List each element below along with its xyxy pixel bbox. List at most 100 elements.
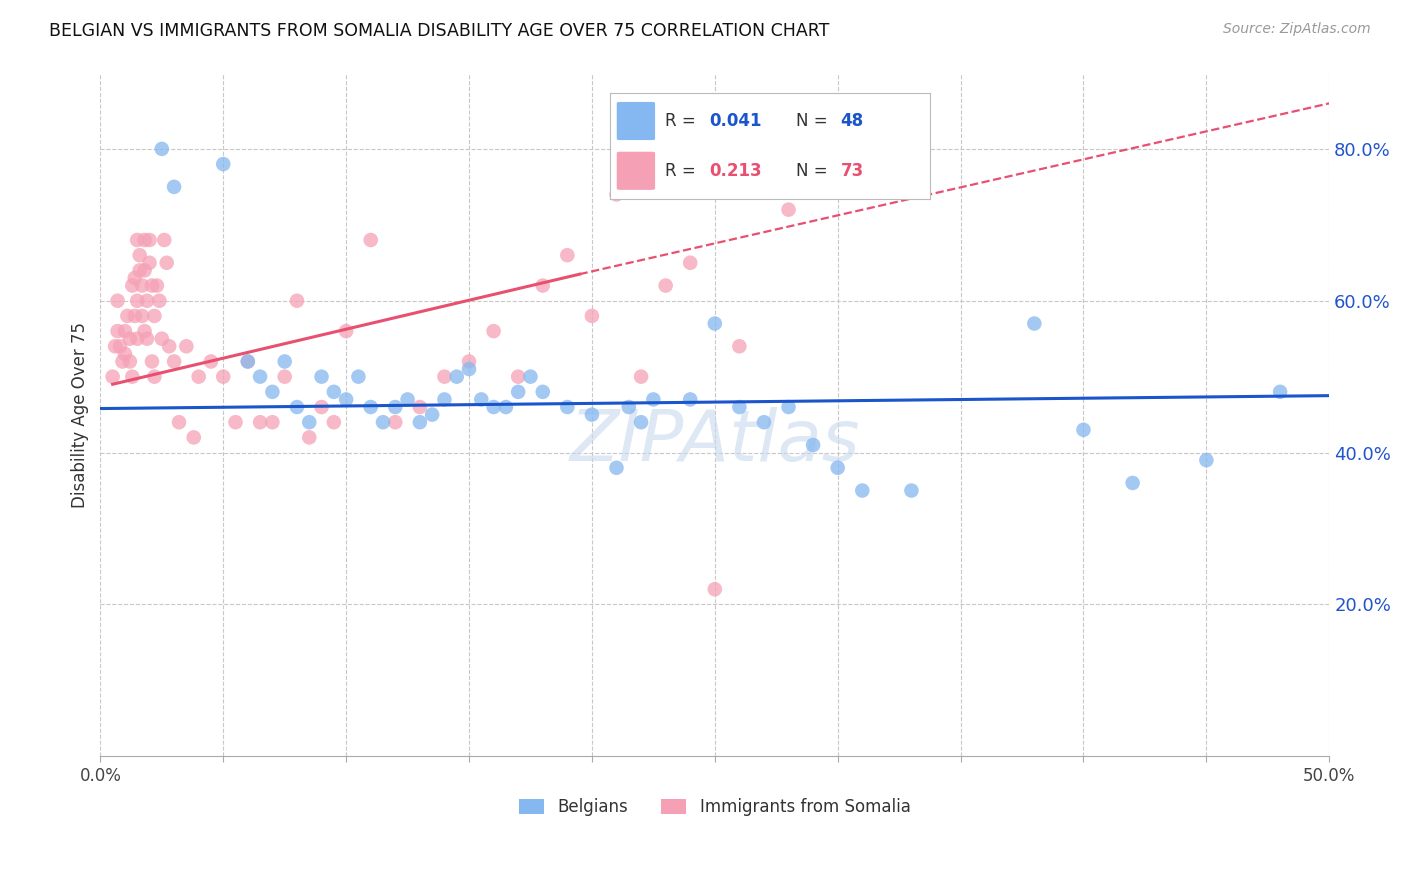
Point: [311, 369, 333, 384]
Point: [322, 415, 344, 429]
Point: [121, 278, 143, 293]
Point: [262, 384, 284, 399]
Point: [131, 309, 153, 323]
Point: [409, 415, 432, 429]
Point: [141, 278, 163, 293]
Point: [778, 400, 800, 414]
Point: [654, 278, 676, 293]
Point: [703, 582, 725, 597]
Point: [643, 392, 665, 407]
Point: [519, 369, 541, 384]
Point: [156, 256, 179, 270]
Point: [236, 354, 259, 368]
Text: BELGIAN VS IMMIGRANTS FROM SOMALIA DISABILITY AGE OVER 75 CORRELATION CHART: BELGIAN VS IMMIGRANTS FROM SOMALIA DISAB…: [49, 22, 830, 40]
Point: [679, 392, 702, 407]
Point: [827, 460, 849, 475]
Point: [508, 384, 530, 399]
Point: [183, 430, 205, 444]
Point: [143, 309, 166, 323]
Point: [495, 400, 517, 414]
Point: [630, 415, 652, 429]
Point: [146, 278, 169, 293]
Point: [108, 339, 131, 353]
Point: [273, 369, 295, 384]
Point: [778, 202, 800, 217]
Point: [107, 324, 129, 338]
Point: [1122, 475, 1144, 490]
Point: [900, 483, 922, 498]
Point: [225, 415, 247, 429]
Point: [262, 415, 284, 429]
Point: [127, 233, 149, 247]
Point: [433, 392, 456, 407]
Point: [150, 332, 173, 346]
Point: [157, 339, 180, 353]
Point: [617, 400, 640, 414]
Point: [128, 248, 150, 262]
Point: [482, 400, 505, 414]
Y-axis label: Disability Age Over 75: Disability Age Over 75: [72, 322, 89, 508]
Point: [1268, 384, 1291, 399]
Point: [1073, 423, 1095, 437]
Point: [446, 369, 468, 384]
Point: [433, 369, 456, 384]
Point: [311, 400, 333, 414]
Point: [360, 400, 382, 414]
Point: [347, 369, 370, 384]
Point: [384, 400, 406, 414]
Point: [134, 263, 156, 277]
Point: [335, 392, 357, 407]
Point: [118, 354, 141, 368]
Point: [148, 293, 170, 308]
Point: [508, 369, 530, 384]
Point: [851, 483, 873, 498]
Point: [605, 460, 627, 475]
Point: [581, 408, 603, 422]
Point: [121, 369, 143, 384]
Point: [679, 256, 702, 270]
Point: [124, 271, 146, 285]
Point: [1195, 453, 1218, 467]
Point: [285, 293, 308, 308]
Point: [128, 263, 150, 277]
Point: [557, 400, 579, 414]
Point: [176, 339, 198, 353]
Text: Source: ZipAtlas.com: Source: ZipAtlas.com: [1223, 22, 1371, 37]
Point: [153, 233, 176, 247]
Point: [371, 415, 394, 429]
Point: [212, 369, 235, 384]
Point: [117, 309, 139, 323]
Point: [728, 400, 751, 414]
Point: [212, 157, 235, 171]
Text: ZIPAtlas: ZIPAtlas: [569, 408, 860, 476]
Point: [134, 324, 156, 338]
Point: [285, 400, 308, 414]
Point: [131, 278, 153, 293]
Point: [114, 324, 136, 338]
Point: [801, 438, 824, 452]
Point: [298, 415, 321, 429]
Point: [187, 369, 209, 384]
Point: [111, 354, 134, 368]
Point: [322, 384, 344, 399]
Point: [163, 354, 186, 368]
Point: [150, 142, 173, 156]
Point: [581, 309, 603, 323]
Point: [273, 354, 295, 368]
Point: [127, 332, 149, 346]
Point: [384, 415, 406, 429]
Point: [249, 415, 271, 429]
Point: [703, 317, 725, 331]
Point: [470, 392, 492, 407]
Point: [104, 339, 127, 353]
Point: [127, 293, 149, 308]
Point: [136, 293, 159, 308]
Point: [335, 324, 357, 338]
Point: [531, 384, 554, 399]
Point: [200, 354, 222, 368]
Point: [143, 369, 166, 384]
Point: [107, 293, 129, 308]
Point: [630, 369, 652, 384]
Point: [124, 309, 146, 323]
Point: [249, 369, 271, 384]
